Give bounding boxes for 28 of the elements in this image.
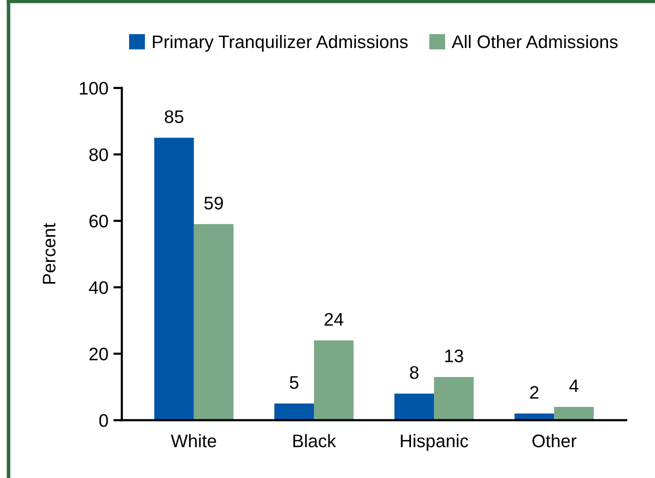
x-tick-label: Black xyxy=(293,434,336,448)
bar xyxy=(194,224,234,420)
y-tick-label: 0 xyxy=(99,414,108,427)
legend-label: All Other Admissions xyxy=(452,34,618,48)
y-tick-label: 20 xyxy=(89,348,108,360)
y-tick-label: 100 xyxy=(80,82,108,95)
y-tick-label: 80 xyxy=(89,148,108,162)
bar xyxy=(274,404,314,420)
x-tick-label: White xyxy=(170,434,216,448)
x-tick-label: Hispanic xyxy=(400,434,468,451)
data-label: 2 xyxy=(530,386,538,399)
bar xyxy=(154,138,194,420)
data-label: 59 xyxy=(204,196,223,210)
data-label: 8 xyxy=(410,366,418,379)
y-tick-label: 60 xyxy=(89,214,108,228)
data-label: 24 xyxy=(324,312,344,326)
legend-label: Primary Tranquilizer Admissions xyxy=(152,34,408,52)
data-label: 4 xyxy=(569,380,578,392)
data-label: 13 xyxy=(445,350,464,362)
y-axis-title: Percent xyxy=(42,223,56,284)
bar xyxy=(394,394,434,420)
y-tick-label: 40 xyxy=(88,281,108,294)
data-label: 85 xyxy=(164,110,184,124)
bar xyxy=(434,376,474,420)
bar xyxy=(554,406,594,420)
bar xyxy=(314,340,354,420)
x-tick-label: Other xyxy=(532,434,576,448)
data-label: 5 xyxy=(290,376,298,389)
